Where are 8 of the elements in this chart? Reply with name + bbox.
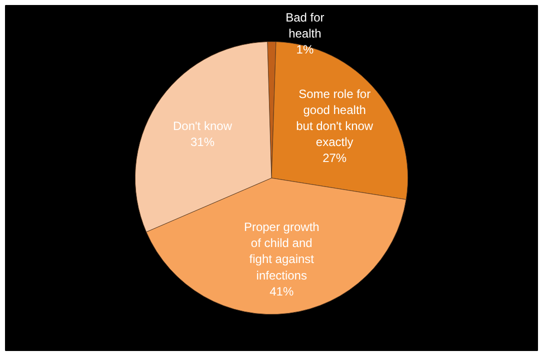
data-label: 1% (296, 42, 314, 56)
slice-label: Bad for health (286, 10, 324, 40)
data-label: 27% (322, 151, 347, 166)
slice-label: Proper growth of child and fight against infections (244, 220, 320, 282)
slice-label: Don't know (173, 119, 232, 134)
data-label: 31% (190, 135, 215, 150)
slice-label: Some role for good health but don't know exactly (296, 86, 374, 150)
data-label: 41% (270, 284, 294, 298)
